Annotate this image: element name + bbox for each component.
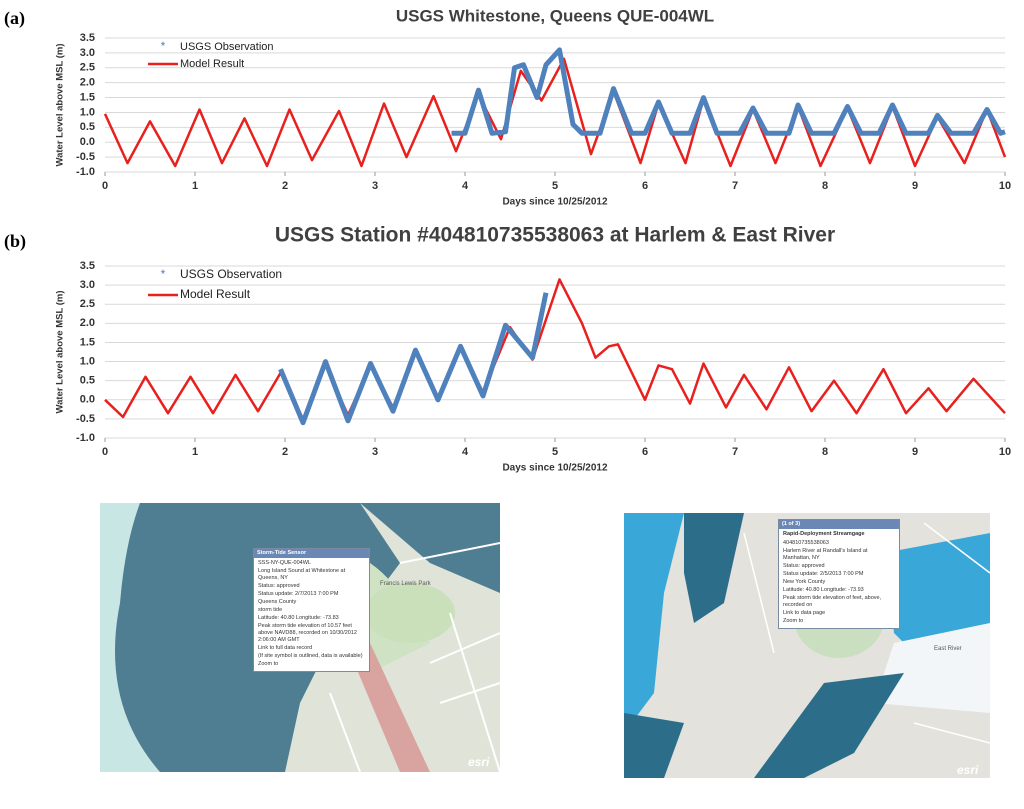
popup: Storm-Tide Sensor SSS-NY-QUE-004WL Long I… [253,548,370,672]
x-tick-label: 3 [372,180,378,192]
map-a: Storm-Tide Sensor SSS-NY-QUE-004WL Long I… [100,503,500,772]
y-tick-label: 2.5 [80,298,95,310]
popup-line: SSS-NY-QUE-004WL [258,560,311,566]
y-tick-label: 1.0 [80,355,95,367]
y-tick-label: 0.5 [80,121,95,133]
popup-line: Latitude: 40.80 Longitude: -73.93 [783,587,864,593]
x-tick-label: 1 [192,446,198,458]
popup-line: Status: approved [258,583,300,589]
x-tick-label: 10 [999,180,1011,192]
y-tick-label: -0.5 [76,413,95,425]
y-tick-label: 3.0 [80,279,95,291]
popup-line: Queens County [258,599,297,605]
x-tick-label: 2 [282,446,288,458]
popup-line: Zoom to [783,618,804,624]
series-line [104,278,1006,421]
popup: (1 of 3) Rapid-Deployment Streamgage 404… [778,519,900,629]
y-tick-label: 1.5 [80,91,95,103]
y-tick-label: 0.0 [80,394,95,406]
x-tick-label: 2 [282,180,288,192]
y-tick-label: 3.5 [80,32,95,44]
legend-marker: * [161,267,166,281]
x-tick-label: 7 [732,446,738,458]
series-line [278,292,549,426]
popup-line: storm tide [258,607,283,613]
y-tick-label: 1.5 [80,336,95,348]
popup-head: Rapid-Deployment Streamgage [779,529,899,538]
x-tick-label: 6 [642,180,648,192]
popup-pager: (1 of 3) [779,520,899,529]
series-line [103,57,1007,168]
x-tick-label: 6 [642,446,648,458]
y-tick-label: -1.0 [76,166,95,178]
y-tick-label: 0.5 [80,375,95,387]
y-tick-label: 3.5 [80,260,95,272]
popup-line: Link to data page [783,610,826,616]
popup-line: Status update: 2/5/2013 7:00 PM [783,571,864,577]
popup-line: 404810735538063 [783,540,829,546]
panel-label: (b) [4,231,26,252]
popup-line: Link to full data record [258,645,313,651]
x-tick-label: 3 [372,446,378,458]
map-label: East River [934,646,962,652]
popup-line: Long Island Sound at Whitestone at Queen… [258,568,346,581]
series-line [451,47,1006,136]
y-tick-label: 2.0 [80,317,95,329]
x-tick-label: 4 [462,180,469,192]
popup-line: Peak storm tide elevation of 10.57 feet … [258,623,357,643]
popup-line: Harlem River at Randall's Island at Manh… [783,548,868,561]
x-tick-label: 8 [822,180,828,192]
legend-label: USGS Observation [180,267,282,281]
legend-label: Model Result [180,287,251,301]
popup-line: Zoom to [258,661,279,667]
x-tick-label: 0 [102,446,108,458]
popup-body: SSS-NY-QUE-004WL Long Island Sound at Whi… [254,558,369,671]
y-tick-label: 2.5 [80,62,95,74]
popup-title: Storm-Tide Sensor [254,549,369,558]
popup-line: Status update: 2/7/2013 7:00 PM [258,591,339,597]
y-tick-label: 3.0 [80,47,95,59]
x-tick-label: 9 [912,180,918,192]
map-label: Francis Lewis Park [380,581,431,587]
y-tick-label: 0.0 [80,136,95,148]
x-tick-label: 0 [102,180,108,192]
logo: esri [957,763,979,777]
x-tick-label: 10 [999,446,1011,458]
legend-marker: * [161,39,166,53]
x-axis-label: Days since 10/25/2012 [502,463,608,474]
legend-label: Model Result [180,58,244,70]
y-axis-label: Water Level above MSL (m) [55,290,66,413]
y-axis-label: Water Level above MSL (m) [55,43,66,166]
x-tick-label: 9 [912,446,918,458]
x-tick-label: 5 [552,180,558,192]
popup-line: Status: approved [783,563,825,569]
map-b: (1 of 3) Rapid-Deployment Streamgage 404… [624,513,990,778]
x-tick-label: 7 [732,180,738,192]
popup-line: Latitude: 40.80 Longitude: -73.83 [258,615,339,621]
popup-body: 404810735538063 Harlem River at Randall's… [779,538,899,628]
logo: esri [468,755,490,769]
popup-line: (If site symbol is outlined, data is ava… [258,653,363,659]
x-tick-label: 4 [462,446,469,458]
x-tick-label: 1 [192,180,198,192]
y-tick-label: -0.5 [76,151,95,163]
y-tick-label: -1.0 [76,432,95,444]
chart-title: USGS Station #404810735538063 at Harlem … [275,224,835,247]
legend-label: USGS Observation [180,41,274,53]
x-tick-label: 8 [822,446,828,458]
panel-label: (a) [4,8,25,29]
x-tick-label: 5 [552,446,558,458]
popup-line: Peak storm tide elevation of feet, above… [783,595,882,608]
y-tick-label: 2.0 [80,77,95,89]
popup-line: New York County [783,579,826,585]
popup-title: Rapid-Deployment Streamgage [783,531,865,537]
x-axis-label: Days since 10/25/2012 [502,197,608,208]
charts: (a) (b) USGS Whitestone, Queens QUE-004W… [4,6,1011,474]
y-tick-label: 1.0 [80,106,95,118]
chart-title: USGS Whitestone, Queens QUE-004WL [396,6,714,25]
